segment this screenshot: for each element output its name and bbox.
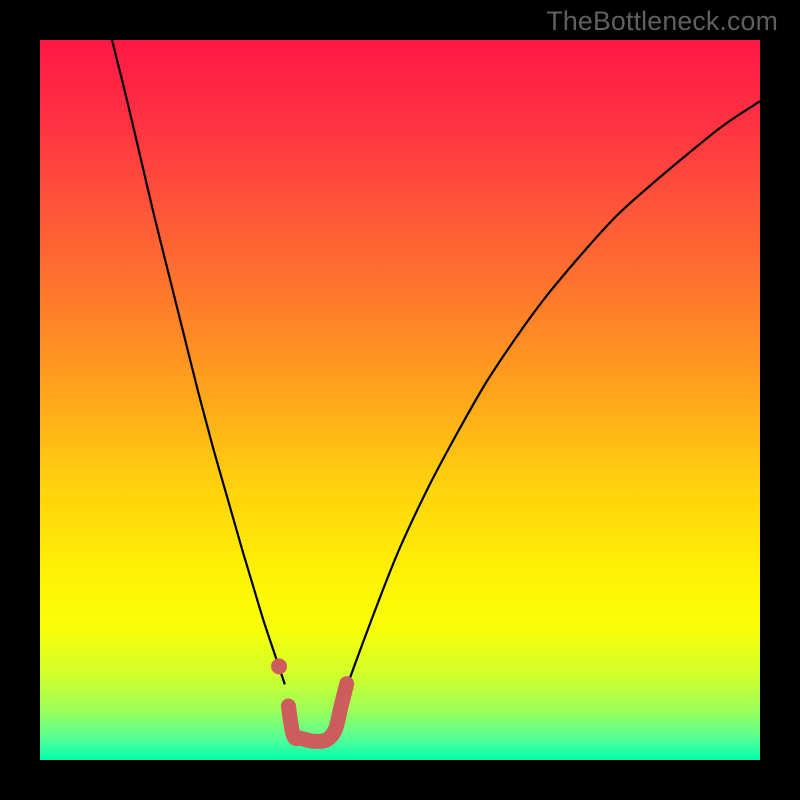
gradient-background xyxy=(40,40,760,760)
extrema-dot xyxy=(271,658,287,674)
chart-container: TheBottleneck.com xyxy=(0,0,800,800)
bottleneck-chart xyxy=(40,40,760,760)
watermark-text: TheBottleneck.com xyxy=(546,6,778,37)
